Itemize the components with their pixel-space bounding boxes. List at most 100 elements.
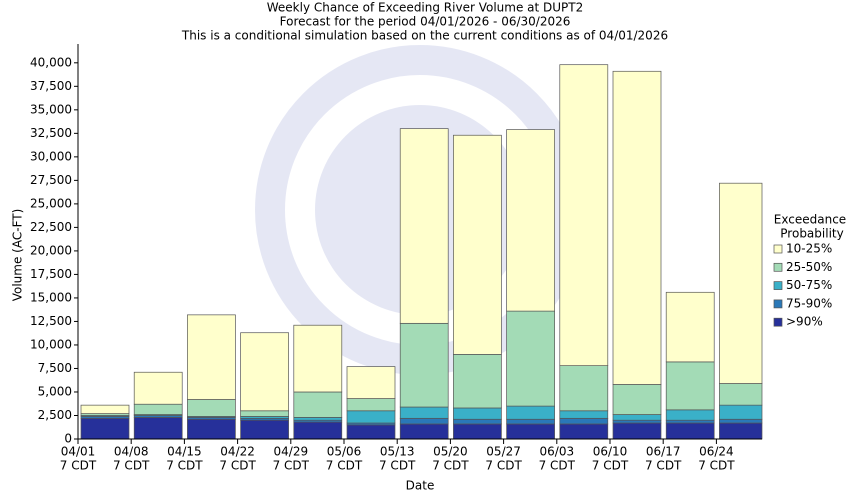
x-tick-label: 7 CDT: [219, 459, 256, 473]
bar-segment: [399, 406, 449, 419]
bar-segment: [665, 409, 715, 421]
bar-segment: [293, 391, 343, 418]
legend-swatch: [773, 244, 783, 254]
bar-segment: [612, 384, 662, 415]
bar-segment: [187, 314, 236, 400]
y-tick-label: 37,500: [30, 79, 72, 93]
bar-segment: [506, 405, 555, 420]
bar-segment: [346, 366, 396, 399]
bar-segment: [346, 398, 396, 412]
y-tick-label: 5,000: [38, 384, 72, 398]
bar-segment: [559, 410, 609, 419]
y-tick-label: 2,500: [38, 408, 72, 422]
bar-segment: [346, 424, 396, 440]
x-axis-label: Date: [406, 479, 435, 493]
y-tick-label: 30,000: [30, 149, 72, 163]
y-tick-label: 12,500: [30, 314, 72, 328]
bar-segment: [453, 354, 502, 409]
bar-segment: [665, 361, 715, 411]
y-tick-label: 20,000: [30, 243, 72, 257]
x-tick-label: 04/08: [114, 445, 149, 459]
bar-segment: [453, 134, 502, 355]
x-tick-label: 04/01: [61, 445, 96, 459]
legend-swatch: [773, 317, 783, 327]
bar-segment: [133, 371, 183, 405]
x-tick-label: 7 CDT: [592, 459, 629, 473]
bar-segment: [665, 422, 715, 440]
legend-swatch: [773, 299, 783, 309]
bar-segment: [612, 414, 662, 421]
bar-segment: [399, 128, 449, 324]
chart-subtitle: This is a conditional simulation based o…: [181, 29, 668, 43]
x-tick-label: 7 CDT: [698, 459, 735, 473]
bar-segment: [240, 332, 289, 412]
x-tick-label: 7 CDT: [273, 459, 310, 473]
y-tick-label: 35,000: [30, 102, 72, 116]
y-tick-label: 22,500: [30, 220, 72, 234]
legend-swatch: [773, 281, 783, 290]
bar-segment: [133, 403, 183, 415]
x-tick-label: 05/20: [433, 445, 468, 459]
legend-label: 50-75%: [786, 278, 832, 292]
bar-segment: [665, 291, 715, 363]
x-tick-label: 04/22: [220, 445, 255, 459]
bar-segment: [399, 417, 449, 425]
bar-segment: [293, 417, 343, 421]
bar-segment: [719, 182, 763, 384]
bar-segment: [506, 423, 555, 440]
x-tick-label: 7 CDT: [645, 459, 682, 473]
y-tick-label: 25,000: [30, 196, 72, 210]
bar-segment: [719, 418, 763, 424]
y-tick-label: 32,500: [30, 126, 72, 140]
bar-segment: [559, 64, 609, 366]
x-tick-label: 7 CDT: [485, 459, 522, 473]
bar-segment: [506, 310, 555, 407]
bar-segment: [665, 419, 715, 424]
x-tick-label: 7 CDT: [432, 459, 469, 473]
x-tick-label: 7 CDT: [166, 459, 203, 473]
x-tick-label: 05/06: [327, 445, 362, 459]
legend-label: 10-25%: [786, 242, 832, 256]
x-tick-label: 04/29: [274, 445, 309, 459]
x-tick-label: 7 CDT: [113, 459, 150, 473]
chart-subtitle: Forecast for the period 04/01/2026 - 06/…: [280, 15, 571, 29]
y-tick-label: 40,000: [30, 55, 72, 69]
bar-segment: [453, 418, 502, 425]
bar-segment: [506, 129, 555, 312]
x-tick-label: 06/03: [540, 445, 575, 459]
legend-title: Exceedance: [774, 213, 846, 227]
x-tick-label: 04/15: [167, 445, 202, 459]
bar-segment: [506, 418, 555, 425]
bar-segment: [719, 383, 763, 406]
legend-title: Probability: [780, 227, 843, 241]
legend-label: >90%: [786, 315, 823, 329]
bar-segment: [399, 423, 449, 440]
y-axis-label: Volume (AC-FT): [11, 209, 25, 302]
bar-segment: [399, 322, 449, 408]
bar-segment: [719, 404, 763, 420]
x-tick-label: 7 CDT: [539, 459, 576, 473]
y-tick-label: 17,500: [30, 267, 72, 281]
x-tick-label: 06/24: [699, 445, 734, 459]
bar-segment: [346, 410, 396, 424]
bar-segment: [80, 417, 130, 440]
bar-segment: [293, 324, 343, 393]
y-tick-label: 15,000: [30, 290, 72, 304]
bar-segment: [133, 417, 183, 440]
x-tick-label: 7 CDT: [379, 459, 416, 473]
bar-segment: [612, 422, 662, 440]
bar-segment: [559, 417, 609, 425]
bar-segment: [187, 399, 236, 417]
x-tick-label: 06/17: [646, 445, 681, 459]
bar-segment: [240, 410, 289, 417]
x-tick-label: 05/13: [380, 445, 415, 459]
bar-segment: [187, 418, 236, 440]
legend-swatch: [773, 262, 783, 272]
y-tick-label: 10,000: [30, 337, 72, 351]
bar-segment: [453, 407, 502, 420]
y-tick-label: 0: [64, 432, 72, 446]
bar-segment: [240, 419, 289, 440]
chart-title: Weekly Chance of Exceeding River Volume …: [267, 1, 584, 15]
bar-segment: [293, 421, 343, 440]
